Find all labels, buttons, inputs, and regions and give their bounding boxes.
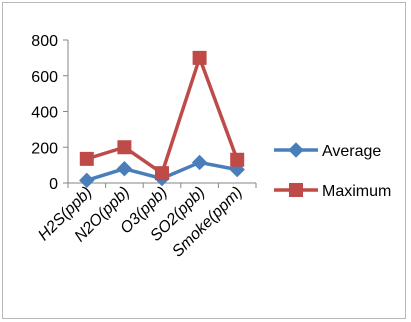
data-point	[191, 154, 208, 171]
y-tick-label: 200	[31, 140, 58, 157]
data-point	[79, 151, 94, 166]
data-point	[116, 160, 133, 177]
data-point	[230, 152, 245, 167]
legend-label: Average	[322, 143, 381, 160]
legend-marker	[289, 183, 303, 197]
x-axis-ticks: H2S(ppb)N2O(ppb)O3(ppb)SO2(ppb)Smoke(ppm…	[35, 183, 257, 261]
series-maximum	[79, 50, 245, 181]
series-line	[86, 56, 239, 175]
legend: Average Maximum	[274, 142, 391, 200]
data-point	[117, 140, 132, 155]
y-tick-label: 600	[31, 69, 58, 86]
data-point	[155, 166, 169, 181]
data-point	[192, 50, 207, 65]
legend-label: Maximum	[322, 183, 391, 200]
legend-marker	[288, 142, 304, 158]
legend-item-maximum: Maximum	[274, 183, 391, 200]
series-layer	[79, 50, 245, 189]
y-tick-label: 0	[49, 176, 58, 193]
y-tick-label: 400	[31, 105, 58, 122]
data-point	[79, 172, 95, 189]
legend-item-average: Average	[274, 142, 381, 160]
y-axis-ticks: 0 200 400 600 800	[31, 33, 68, 193]
y-tick-label: 800	[31, 33, 58, 50]
chart-axes	[67, 40, 256, 184]
